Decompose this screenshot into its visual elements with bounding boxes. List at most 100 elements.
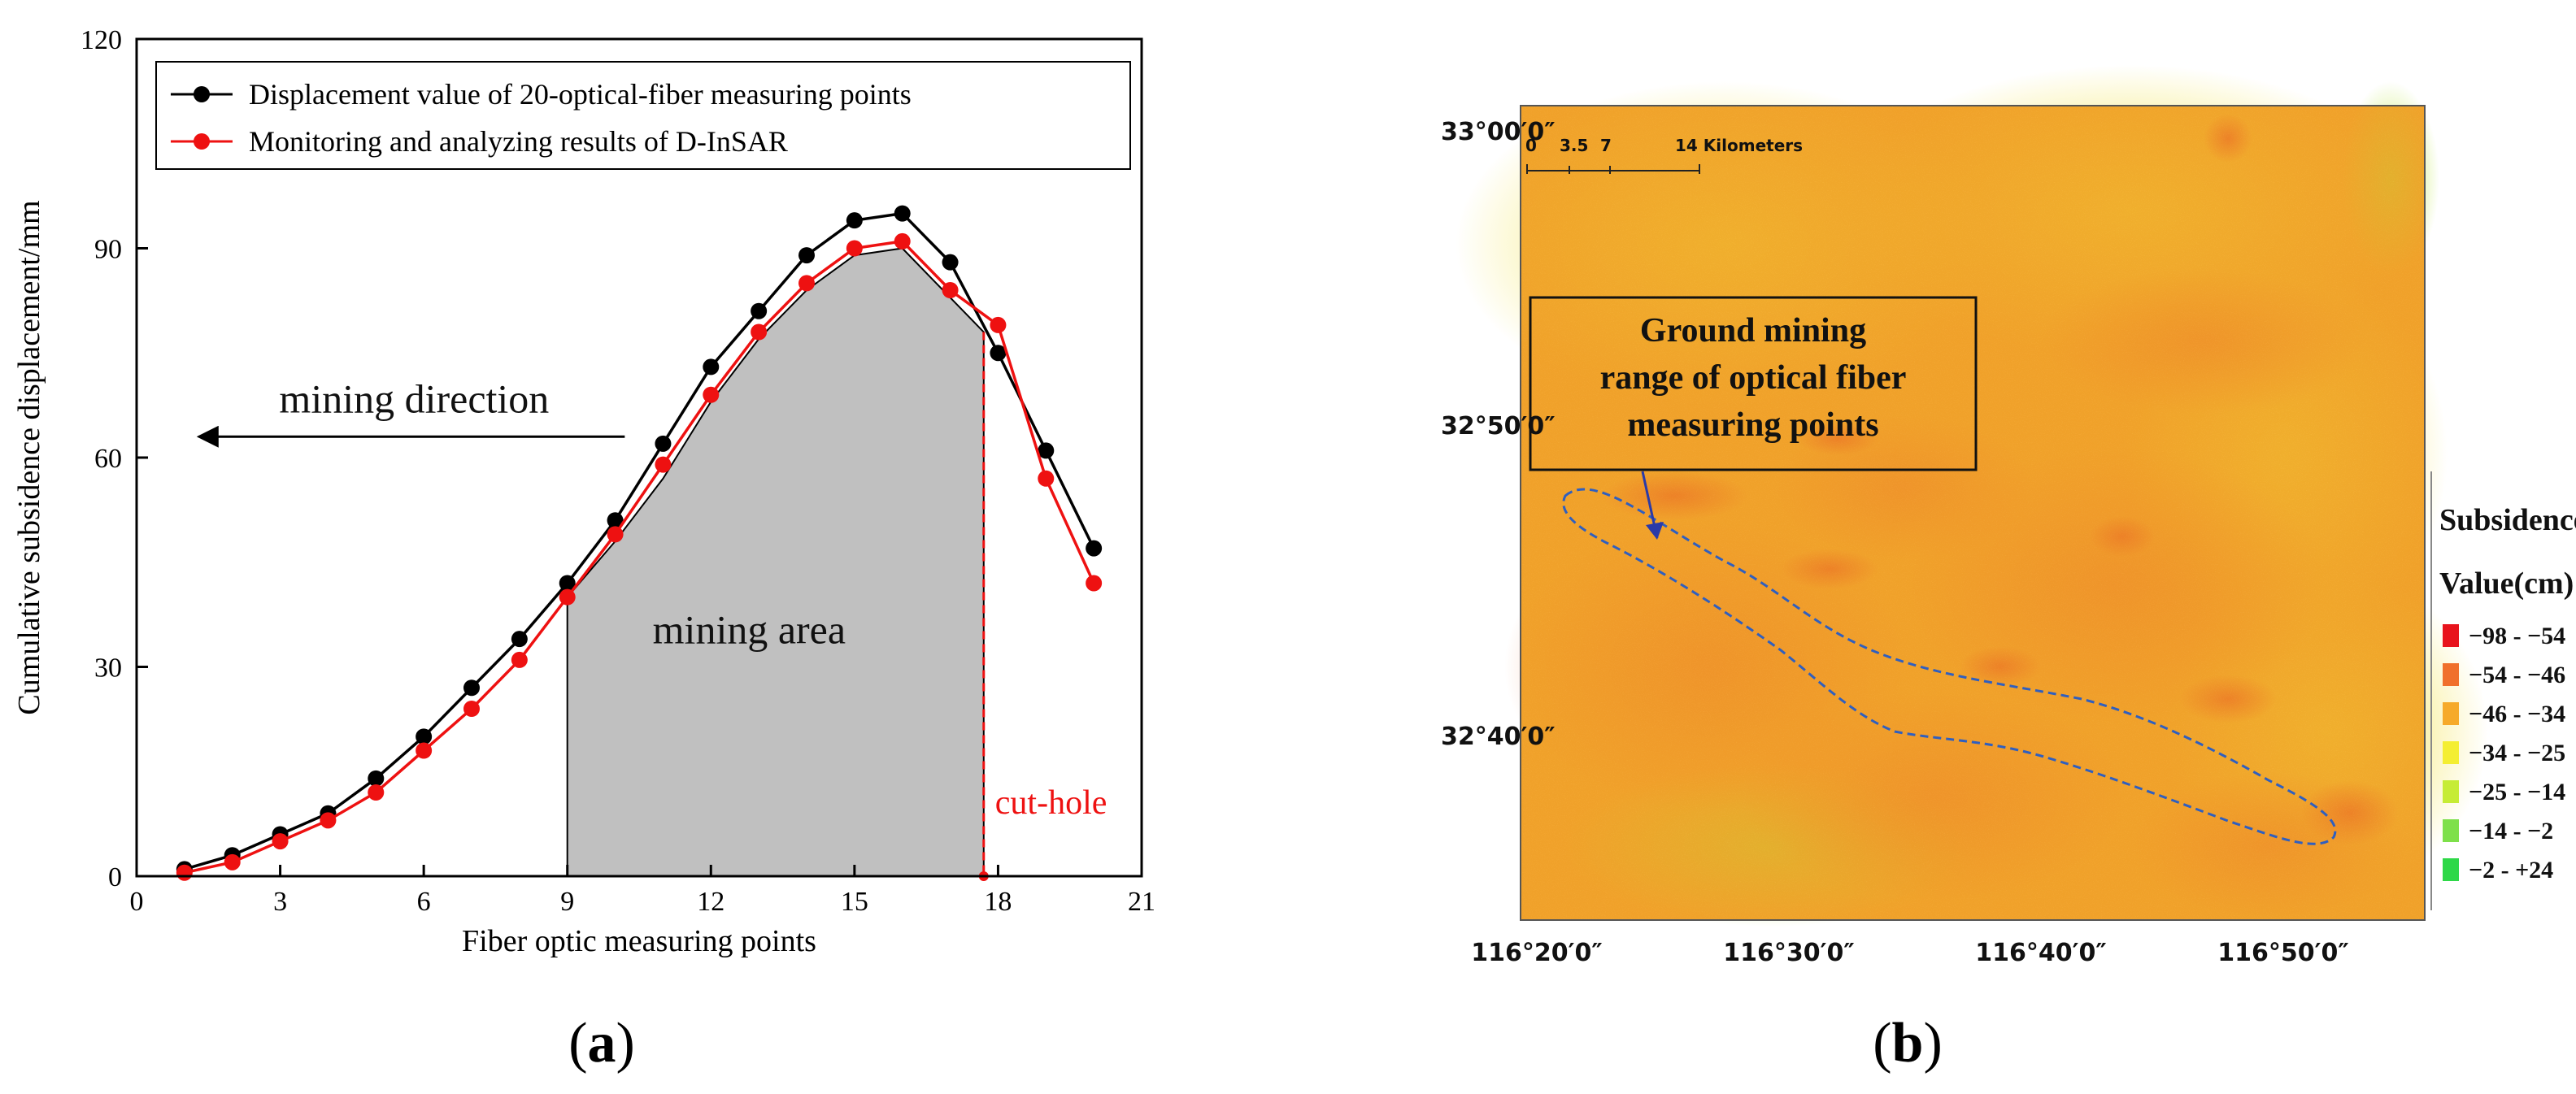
series-1-point — [416, 728, 433, 745]
series-2-point — [416, 742, 433, 759]
series-2-point — [607, 526, 624, 543]
series-1-point — [368, 770, 385, 787]
series-2-point — [320, 812, 337, 829]
legend-b-title-1: Subsidence — [2439, 503, 2576, 537]
legend-b-label: −2 - +24 — [2469, 857, 2553, 883]
y-tick-label: 90 — [94, 235, 122, 265]
lon-label-116-50: 116°50′0″ — [2217, 939, 2349, 967]
legend-b-swatch — [2443, 702, 2459, 725]
series-1-point — [1038, 442, 1055, 459]
lat-label-32-40: 32°40′0″ — [1441, 723, 1556, 751]
series-1-point — [607, 512, 624, 529]
legend-b-label: −34 - −25 — [2469, 740, 2565, 766]
x-tick-label: 3 — [273, 887, 287, 917]
y-tick-label: 0 — [108, 862, 122, 892]
series-2-point — [1038, 470, 1055, 487]
series-2-point — [176, 864, 193, 881]
series-line-2 — [184, 240, 1095, 875]
annotation-line-1: Ground mining — [1640, 312, 1866, 349]
annotation-line-2: range of optical fiber — [1600, 359, 1907, 397]
legend-b-swatch — [2443, 780, 2459, 803]
series-1-point — [846, 212, 863, 229]
series-2-point — [990, 316, 1007, 333]
x-tick-label: 18 — [984, 887, 1012, 917]
annotation-box — [1529, 296, 1978, 471]
y-tick-label: 60 — [94, 444, 122, 474]
series-1-point — [942, 254, 959, 271]
legend-label-series-1: Displacement value of 20-optical-fiber m… — [249, 78, 912, 111]
legend-b-label: −14 - −2 — [2469, 818, 2553, 844]
legend-b-title-2: Value(cm) — [2439, 567, 2574, 601]
series-2-point — [894, 232, 911, 250]
legend-b-swatch — [2443, 624, 2459, 647]
scale-bar: 0 3.5 7 14 Kilometers — [1525, 136, 1803, 174]
y-tick-label: 120 — [80, 25, 122, 55]
series-1-point — [751, 302, 768, 319]
mining-direction-label: mining direction — [279, 376, 549, 421]
scale-bar-zero: 0 — [1525, 136, 1537, 155]
lat-label-32-50: 32°50′0″ — [1441, 412, 1556, 441]
series-2-point — [559, 588, 576, 606]
legend-box — [155, 61, 1131, 170]
series-1-point — [894, 205, 911, 222]
series-1-point — [703, 358, 720, 376]
series-2-point — [368, 784, 385, 801]
x-axis-title: Fiber optic measuring points — [462, 924, 816, 958]
mining-range-outline — [1562, 488, 2337, 845]
x-tick-label: 9 — [560, 887, 574, 917]
map-frame — [1520, 105, 2426, 921]
panel-label-b: (b) — [1873, 1012, 1943, 1074]
legend-b-swatch — [2443, 741, 2459, 764]
x-tick-label: 12 — [697, 887, 724, 917]
legend-label-series-2: Monitoring and analyzing results of D-In… — [249, 125, 788, 158]
series-1-point — [798, 247, 815, 264]
series-2-point — [224, 853, 241, 870]
legend-b-label: −25 - −14 — [2469, 779, 2565, 805]
legend-b-swatch — [2443, 858, 2459, 881]
lon-label-116-40: 116°40′0″ — [1975, 939, 2107, 967]
series-2-point — [798, 275, 815, 292]
series-1-point — [655, 435, 672, 452]
series-2-point — [942, 282, 959, 298]
x-tick-label: 6 — [417, 887, 431, 917]
legend-marker-red — [194, 133, 210, 150]
scale-bar-3-5: 3.5 — [1560, 136, 1588, 155]
legend-marker-black — [194, 86, 210, 102]
legend-b-items: −98 - −54 −54 - −46 −46 - −34 −34 - −25 −25 … — [2443, 623, 2565, 883]
lat-label-33-00: 33°00′0″ — [1441, 118, 1556, 146]
mining-area-label: mining area — [653, 607, 846, 653]
legend-b-swatch — [2443, 663, 2459, 686]
legend: Displacement value of 20-optical-fiber m… — [155, 61, 1131, 170]
series-2-point — [703, 386, 720, 403]
cut-hole-label: cut-hole — [995, 784, 1107, 822]
series-2-point — [846, 240, 863, 257]
legend-b-label: −54 - −46 — [2469, 662, 2565, 688]
series-2-point — [463, 701, 480, 717]
map-panel-b: 0 3.5 7 14 Kilometers Ground mining rang… — [1441, 65, 2576, 1074]
legend-b-label: −98 - −54 — [2469, 623, 2565, 649]
series-2-point — [511, 651, 528, 668]
legend-b-swatch — [2443, 819, 2459, 842]
x-tick-label: 21 — [1128, 887, 1155, 917]
subsidence-map-raster — [1456, 65, 2488, 927]
y-axis-title: Cumulative subsidence displacement/mm — [12, 200, 46, 714]
series-2-point — [1086, 575, 1103, 592]
x-tick-label: 0 — [130, 887, 144, 917]
x-tick-label: 15 — [841, 887, 868, 917]
lon-label-116-30: 116°30′0″ — [1723, 939, 1855, 967]
series-2-point — [272, 833, 289, 850]
series-2-point — [751, 323, 768, 341]
series-1-point — [463, 679, 480, 697]
series-1-point — [559, 575, 576, 592]
scale-bar-label: 14 Kilometers — [1675, 136, 1803, 155]
series-2-point — [655, 456, 672, 473]
annotation-arrowhead — [1646, 522, 1664, 540]
scale-bar-7: 7 — [1600, 136, 1612, 155]
series-line-1 — [184, 211, 1095, 871]
legend-b-label: −46 - −34 — [2469, 701, 2565, 727]
lon-label-116-20: 116°20′0″ — [1471, 939, 1603, 967]
series-1-point — [990, 345, 1007, 362]
panel-label-a: (a) — [568, 1012, 635, 1074]
annotation-line-3: measuring points — [1627, 406, 1878, 444]
series-1-point — [1086, 540, 1103, 557]
